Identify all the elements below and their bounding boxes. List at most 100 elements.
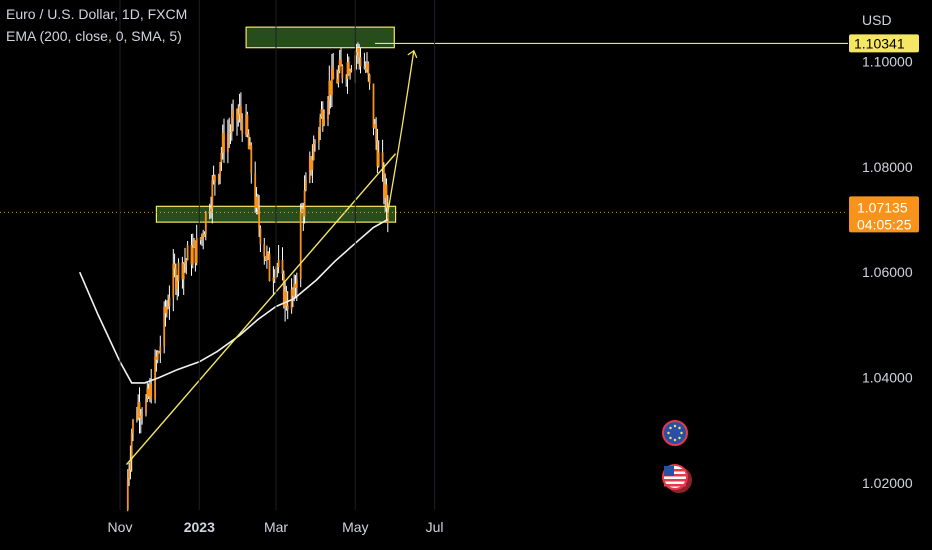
candle-body bbox=[314, 141, 316, 145]
candle-body bbox=[346, 62, 349, 79]
candle-body bbox=[268, 253, 271, 281]
eu-flag-icon[interactable] bbox=[662, 420, 688, 446]
candle-body bbox=[130, 433, 133, 460]
candle-body bbox=[357, 48, 359, 53]
candle-body bbox=[285, 291, 288, 306]
candle-body bbox=[149, 383, 151, 397]
current-price-badge bbox=[849, 196, 919, 233]
resistance-price-badge bbox=[849, 34, 919, 53]
candle-body bbox=[173, 263, 176, 269]
candle-body bbox=[295, 278, 298, 288]
candle-body bbox=[230, 118, 233, 133]
current-price-label: 1.07135 bbox=[857, 199, 908, 215]
candle-body bbox=[176, 281, 179, 290]
y-tick-label: 1.02000 bbox=[862, 475, 913, 491]
forecast-arrow bbox=[387, 50, 415, 213]
candle-body bbox=[126, 478, 129, 510]
us-flag-icon[interactable] bbox=[662, 464, 688, 490]
candle-body bbox=[210, 208, 212, 212]
candle-body bbox=[385, 184, 388, 208]
candle-body bbox=[182, 263, 185, 280]
candle-body bbox=[203, 233, 206, 237]
symbol-title: Euro / U.S. Dollar, 1D, FXCM bbox=[6, 6, 188, 22]
candle-body bbox=[376, 141, 379, 167]
candle-body bbox=[303, 189, 306, 217]
candle-body bbox=[240, 106, 242, 120]
trendline bbox=[125, 153, 397, 466]
candle-body bbox=[193, 240, 195, 248]
candle-body bbox=[301, 208, 303, 212]
resistance-price-label: 1.10341 bbox=[854, 35, 905, 51]
candle-body bbox=[172, 263, 175, 298]
candle-body bbox=[168, 297, 171, 307]
candle-body bbox=[250, 145, 253, 174]
candle-body bbox=[366, 63, 368, 70]
candle-body bbox=[237, 114, 240, 121]
candle-body bbox=[329, 80, 332, 96]
candle-body bbox=[139, 415, 142, 419]
candle-body bbox=[190, 245, 193, 265]
candle-body bbox=[254, 173, 257, 209]
candle-body bbox=[201, 234, 203, 241]
candle-body bbox=[132, 420, 134, 434]
y-tick-label: 1.06000 bbox=[862, 264, 913, 280]
y-tick-label: 1.10000 bbox=[862, 53, 913, 69]
candle-body bbox=[302, 208, 305, 217]
candle-body bbox=[368, 74, 371, 84]
candle-body bbox=[137, 402, 140, 418]
candle-body bbox=[318, 130, 320, 142]
candle-body bbox=[263, 244, 266, 257]
candle-body bbox=[232, 109, 234, 119]
candle-body bbox=[347, 62, 350, 75]
candle-body bbox=[150, 383, 153, 400]
candle-body bbox=[256, 196, 259, 210]
candle-body bbox=[128, 470, 130, 479]
candle-body bbox=[267, 252, 270, 254]
candle-body bbox=[194, 240, 197, 264]
candle-body bbox=[238, 106, 241, 115]
candle-body bbox=[292, 289, 294, 296]
candle-body bbox=[340, 59, 342, 67]
x-tick-label: Nov bbox=[108, 519, 133, 535]
candle-body bbox=[228, 132, 231, 134]
candle-body bbox=[264, 256, 267, 260]
x-tick-label: 2023 bbox=[184, 519, 215, 535]
candle-body bbox=[145, 398, 147, 414]
candle-body bbox=[286, 305, 289, 310]
candle-body bbox=[308, 156, 311, 180]
candle-body bbox=[147, 388, 150, 397]
candle-body bbox=[185, 260, 188, 262]
candle-body bbox=[281, 259, 284, 274]
candle-body bbox=[177, 262, 180, 282]
candle-body bbox=[272, 277, 275, 281]
ema-line bbox=[78, 218, 389, 384]
candle-body bbox=[327, 100, 329, 120]
candle-body bbox=[155, 356, 158, 360]
candle-body bbox=[311, 159, 314, 171]
candle-body bbox=[154, 356, 156, 400]
candle-body bbox=[247, 134, 250, 149]
candle-body bbox=[359, 57, 362, 67]
candle-body bbox=[277, 259, 280, 268]
candle-body bbox=[146, 388, 149, 399]
candle-body bbox=[310, 156, 312, 171]
x-tick-label: Jul bbox=[426, 519, 444, 535]
candle-body bbox=[211, 180, 214, 209]
candle-body bbox=[165, 307, 168, 314]
x-tick-label: May bbox=[342, 519, 368, 535]
candle-body bbox=[293, 283, 296, 296]
currency-label: USD bbox=[862, 12, 892, 28]
candle-body bbox=[219, 162, 221, 175]
candle-body bbox=[129, 459, 132, 471]
candle-body bbox=[141, 413, 143, 416]
indicator-legend[interactable]: EMA (200, close, 0, SMA, 5) bbox=[6, 28, 182, 44]
candle-body bbox=[204, 212, 207, 234]
candle-body bbox=[373, 124, 376, 129]
resistance-zone bbox=[245, 26, 395, 49]
candle-body bbox=[220, 152, 223, 163]
candle-body bbox=[358, 48, 361, 58]
candle-body bbox=[159, 346, 162, 353]
candle-body bbox=[258, 209, 260, 228]
candle-body bbox=[337, 70, 340, 83]
